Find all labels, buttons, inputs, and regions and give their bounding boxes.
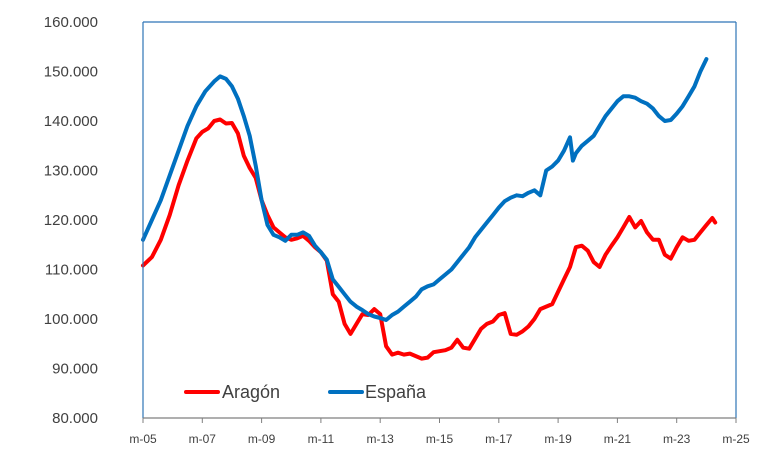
y-tick-label: 110.000	[45, 262, 98, 279]
x-tick-label: m-05	[129, 432, 157, 446]
series-line-aragon	[141, 117, 718, 361]
x-tick-label: m-13	[367, 432, 395, 446]
y-tick-label: 150.000	[44, 64, 98, 81]
x-tick-label: m-23	[663, 432, 691, 446]
y-axis: 80.000 90.000 100.000 110.000 120.000 130.000…	[44, 14, 98, 427]
legend-label: España	[365, 382, 427, 402]
x-axis: m-05 m-07 m-09 m-11 m-13 m-15 m-17 m-19 m-21 m-23…	[129, 418, 750, 446]
series-layer	[141, 57, 718, 361]
x-tick-label: m-11	[308, 432, 335, 446]
plot-frame	[142, 21, 737, 419]
x-tick-label: m-25	[722, 432, 750, 446]
x-tick-label: m-09	[248, 432, 276, 446]
y-tick-label: 140.000	[44, 113, 98, 130]
x-tick-label: m-19	[544, 432, 572, 446]
y-tick-label: 100.000	[44, 311, 98, 328]
x-tick-label: m-17	[485, 432, 513, 446]
x-tick-label: m-07	[189, 432, 217, 446]
legend-item: España	[328, 382, 427, 402]
y-tick-label: 80.000	[52, 410, 98, 427]
y-tick-label: 160.000	[44, 14, 98, 31]
legend-item: Aragón	[184, 382, 280, 402]
series-line-espana	[141, 57, 709, 322]
legend-label: Aragón	[222, 382, 280, 402]
y-tick-label: 120.000	[44, 212, 98, 229]
x-tick-label: m-21	[604, 432, 632, 446]
y-tick-label: 90.000	[52, 361, 98, 378]
legend: Aragón España	[184, 382, 427, 402]
x-tick-label: m-15	[426, 432, 454, 446]
y-tick-label: 130.000	[44, 163, 98, 180]
